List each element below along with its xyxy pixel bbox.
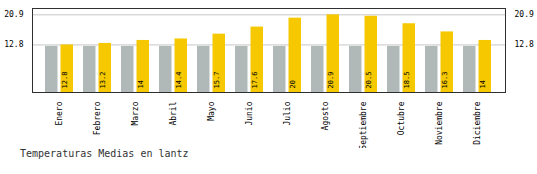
svg-text:13.2: 13.2 [99,72,107,89]
svg-text:Abril: Abril [169,101,178,125]
svg-text:Julio: Julio [283,101,292,125]
svg-text:Noviembre: Noviembre [435,101,444,145]
svg-text:Octubre: Octubre [397,101,406,135]
svg-text:12.8: 12.8 [4,40,23,49]
svg-text:20.9: 20.9 [4,10,23,19]
svg-text:20.9: 20.9 [515,10,534,19]
svg-text:15.7: 15.7 [213,72,221,89]
svg-text:Junio: Junio [245,101,254,125]
svg-text:14: 14 [137,80,145,88]
svg-text:20.5: 20.5 [365,72,373,89]
svg-text:Agosto: Agosto [321,101,330,130]
svg-text:18.5: 18.5 [403,72,411,89]
svg-text:14.4: 14.4 [175,72,183,89]
svg-text:Septiembre: Septiembre [359,101,368,148]
svg-text:Febrero: Febrero [93,101,102,135]
svg-text:17.6: 17.6 [251,72,259,89]
svg-text:20: 20 [289,80,297,88]
svg-text:Mayo: Mayo [207,101,216,120]
svg-text:14: 14 [479,80,487,88]
svg-text:Marzo: Marzo [131,101,140,125]
svg-text:Diciembre: Diciembre [473,101,482,145]
svg-text:16.3: 16.3 [441,72,449,89]
svg-text:12.8: 12.8 [61,72,69,89]
svg-text:12.8: 12.8 [515,40,534,49]
svg-text:Enero: Enero [55,101,64,125]
svg-text:20.9: 20.9 [327,72,335,89]
html-text:Temperaturas Medias en lantz: Temperaturas Medias en lantz [20,148,189,159]
